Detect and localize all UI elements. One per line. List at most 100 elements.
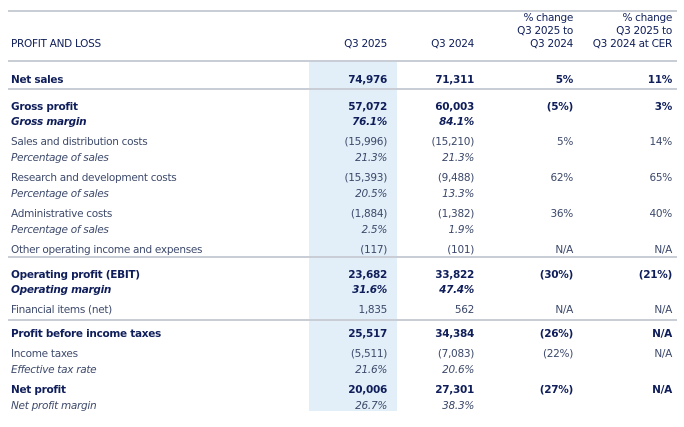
cell-change-cer: 40% (649, 208, 673, 220)
table-row: Income taxes (5,511) (7,083) (22%) N/A (0, 346, 684, 362)
cell-q3-2025: (15,996) (344, 136, 387, 148)
cell-change-cer: N/A (654, 348, 672, 360)
header-change: % change Q3 2025 to Q3 2024 (517, 12, 573, 51)
header-change-line: % change (523, 12, 573, 24)
table-row: Financial items (net) 1,835 562 N/A N/A (0, 302, 684, 318)
table-row: Administrative costs (1,884) (1,382) 36% 40% (0, 206, 684, 222)
cell-q3-2025: 31.6% (352, 284, 387, 296)
cell-q3-2025: 57,072 (348, 101, 387, 113)
cell-q3-2025: 25,517 (348, 328, 387, 340)
cell-change: (30%) (539, 269, 574, 281)
row-label: Net profit margin (11, 400, 97, 412)
cell-change: 62% (550, 172, 574, 184)
cell-change-cer: N/A (652, 384, 672, 396)
row-label: Gross profit (11, 101, 78, 113)
cell-q3-2025: 20.5% (355, 188, 387, 200)
rule-after-other-operating (8, 256, 677, 258)
header-q3-2024: Q3 2024 (431, 38, 474, 50)
cell-change: 36% (550, 208, 574, 220)
table-row: Effective tax rate 21.6% 20.6% (0, 362, 684, 378)
cell-q3-2025: 23,682 (348, 269, 387, 281)
cell-change-cer: (21%) (638, 269, 673, 281)
row-label: Financial items (net) (11, 304, 112, 316)
cell-q3-2024: 38.3% (442, 400, 474, 412)
cell-q3-2025: 76.1% (352, 116, 387, 128)
cell-q3-2025: 1,835 (358, 304, 387, 316)
cell-q3-2024: 27,301 (435, 384, 474, 396)
row-label: Sales and distribution costs (11, 136, 148, 148)
cell-change: N/A (555, 244, 573, 256)
cell-q3-2024: (15,210) (431, 136, 474, 148)
row-label: Administrative costs (11, 208, 113, 220)
table-row: Operating margin 31.6% 47.4% (0, 282, 684, 298)
header-q3-2025: Q3 2025 (344, 38, 387, 50)
q3-2025-column-highlight (309, 62, 397, 411)
cell-q3-2024: 33,822 (435, 269, 474, 281)
cell-change: 5% (555, 74, 574, 86)
cell-change-cer: 14% (649, 136, 673, 148)
row-label: Percentage of sales (11, 188, 109, 200)
row-label: Net sales (11, 74, 64, 86)
cell-change-cer: 65% (649, 172, 673, 184)
row-label: Effective tax rate (11, 364, 97, 376)
cell-q3-2024: 34,384 (435, 328, 474, 340)
cell-q3-2024: 71,311 (435, 74, 474, 86)
cell-q3-2024: 84.1% (439, 116, 474, 128)
cell-q3-2024: 1.9% (448, 224, 475, 236)
table-row: Gross profit 57,072 60,003 (5%) 3% (0, 99, 684, 115)
rule-after-financial-items (8, 319, 677, 321)
cell-change: (5%) (546, 101, 574, 113)
table-row: Operating profit (EBIT) 23,682 33,822 (30%)… (0, 267, 684, 283)
row-label: Profit before income taxes (11, 328, 161, 340)
cell-q3-2024: (101) (447, 244, 474, 256)
cell-q3-2024: 13.3% (442, 188, 474, 200)
table-row: Sales and distribution costs (15,996) (15,… (0, 134, 684, 150)
cell-q3-2024: 21.3% (442, 152, 474, 164)
cell-q3-2025: 74,976 (348, 74, 387, 86)
cell-change-cer: N/A (654, 244, 672, 256)
table-row: Other operating income and expenses (117)… (0, 242, 684, 258)
cell-q3-2025: (5,511) (350, 348, 387, 360)
table-row: Net sales 74,976 71,311 5% 11% (0, 72, 684, 88)
cell-q3-2024: (1,382) (437, 208, 474, 220)
table-row: Gross margin 76.1% 84.1% (0, 114, 684, 130)
cell-change: (26%) (539, 328, 574, 340)
cell-q3-2025: (15,393) (344, 172, 387, 184)
row-label: Operating margin (11, 284, 112, 296)
table-row: Net profit 20,006 27,301 (27%) N/A (0, 382, 684, 398)
cell-change: (27%) (539, 384, 574, 396)
table-row: Research and development costs (15,393) (9… (0, 170, 684, 186)
cell-q3-2024: 562 (454, 304, 474, 316)
cell-q3-2025: 26.7% (355, 400, 387, 412)
cell-change-cer: N/A (652, 328, 672, 340)
table-row: Percentage of sales 21.3% 21.3% (0, 150, 684, 166)
row-label: Percentage of sales (11, 152, 109, 164)
row-label: Research and development costs (11, 172, 177, 184)
cell-q3-2024: 47.4% (439, 284, 474, 296)
table-row: Percentage of sales 20.5% 13.3% (0, 186, 684, 202)
header-change-line: Q3 2024 (530, 38, 573, 50)
cell-q3-2025: 21.6% (355, 364, 387, 376)
row-label: Operating profit (EBIT) (11, 269, 140, 281)
row-label: Other operating income and expenses (11, 244, 203, 256)
cell-q3-2024: (9,488) (437, 172, 474, 184)
cell-q3-2025: 21.3% (355, 152, 387, 164)
row-label: Income taxes (11, 348, 78, 360)
table-row: Profit before income taxes 25,517 34,384 (2… (0, 326, 684, 342)
row-label: Net profit (11, 384, 66, 396)
row-label: Gross margin (11, 116, 87, 128)
cell-q3-2025: (117) (360, 244, 387, 256)
cell-q3-2024: (7,083) (437, 348, 474, 360)
cell-q3-2024: 20.6% (442, 364, 474, 376)
table-title: PROFIT AND LOSS (11, 38, 101, 50)
header-change-cer-line: Q3 2024 at CER (592, 38, 673, 50)
table-row: Percentage of sales 2.5% 1.9% (0, 222, 684, 238)
row-label: Percentage of sales (11, 224, 109, 236)
cell-q3-2025: (1,884) (350, 208, 387, 220)
header-change-cer-line: % change (622, 12, 672, 24)
cell-q3-2025: 2.5% (361, 224, 388, 236)
header-change-line: Q3 2025 to (517, 25, 573, 37)
cell-change-cer: 3% (654, 101, 673, 113)
cell-q3-2024: 60,003 (435, 101, 474, 113)
cell-q3-2025: 20,006 (348, 384, 387, 396)
